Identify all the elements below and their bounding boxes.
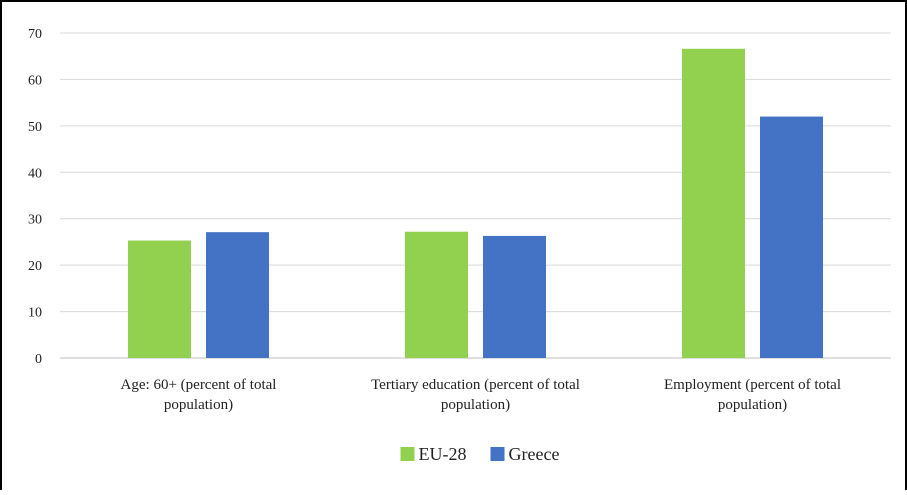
y-tick-label: 40: [28, 166, 42, 181]
gridlines: [60, 32, 891, 359]
x-category-label: Age: 60+ (percent of total: [121, 377, 277, 393]
y-tick-label: 50: [28, 120, 42, 135]
bar-eu-28: [405, 231, 468, 358]
x-category-label: population): [718, 397, 787, 413]
y-tick-label: 30: [28, 213, 42, 228]
bar-greece: [483, 235, 546, 358]
x-category-label: Tertiary education (percent of total: [371, 377, 580, 393]
x-category-label: Employment (percent of total: [664, 377, 841, 393]
x-category-label: population): [164, 397, 233, 413]
legend-label: Greece: [509, 444, 560, 464]
y-tick-label: 10: [28, 306, 42, 321]
x-axis-labels: Age: 60+ (percent of total population) Ter…: [121, 377, 841, 413]
x-category-label: population): [441, 397, 510, 413]
legend-swatch: [490, 447, 505, 461]
bar-greece: [760, 116, 823, 358]
bar-eu-28: [128, 240, 191, 358]
y-tick-label: 60: [28, 73, 42, 88]
y-tick-label: 0: [35, 352, 42, 367]
bar-eu-28: [682, 48, 745, 359]
legend: EU-28 Greece: [400, 444, 560, 464]
bars: [128, 48, 823, 359]
y-axis-ticks: 0 10 20 30 40 50 60 70: [28, 27, 42, 367]
legend-swatch: [400, 447, 415, 461]
bar-greece: [206, 232, 269, 358]
y-tick-label: 20: [28, 259, 42, 274]
legend-label: EU-28: [419, 444, 467, 464]
y-tick-label: 70: [28, 27, 42, 42]
